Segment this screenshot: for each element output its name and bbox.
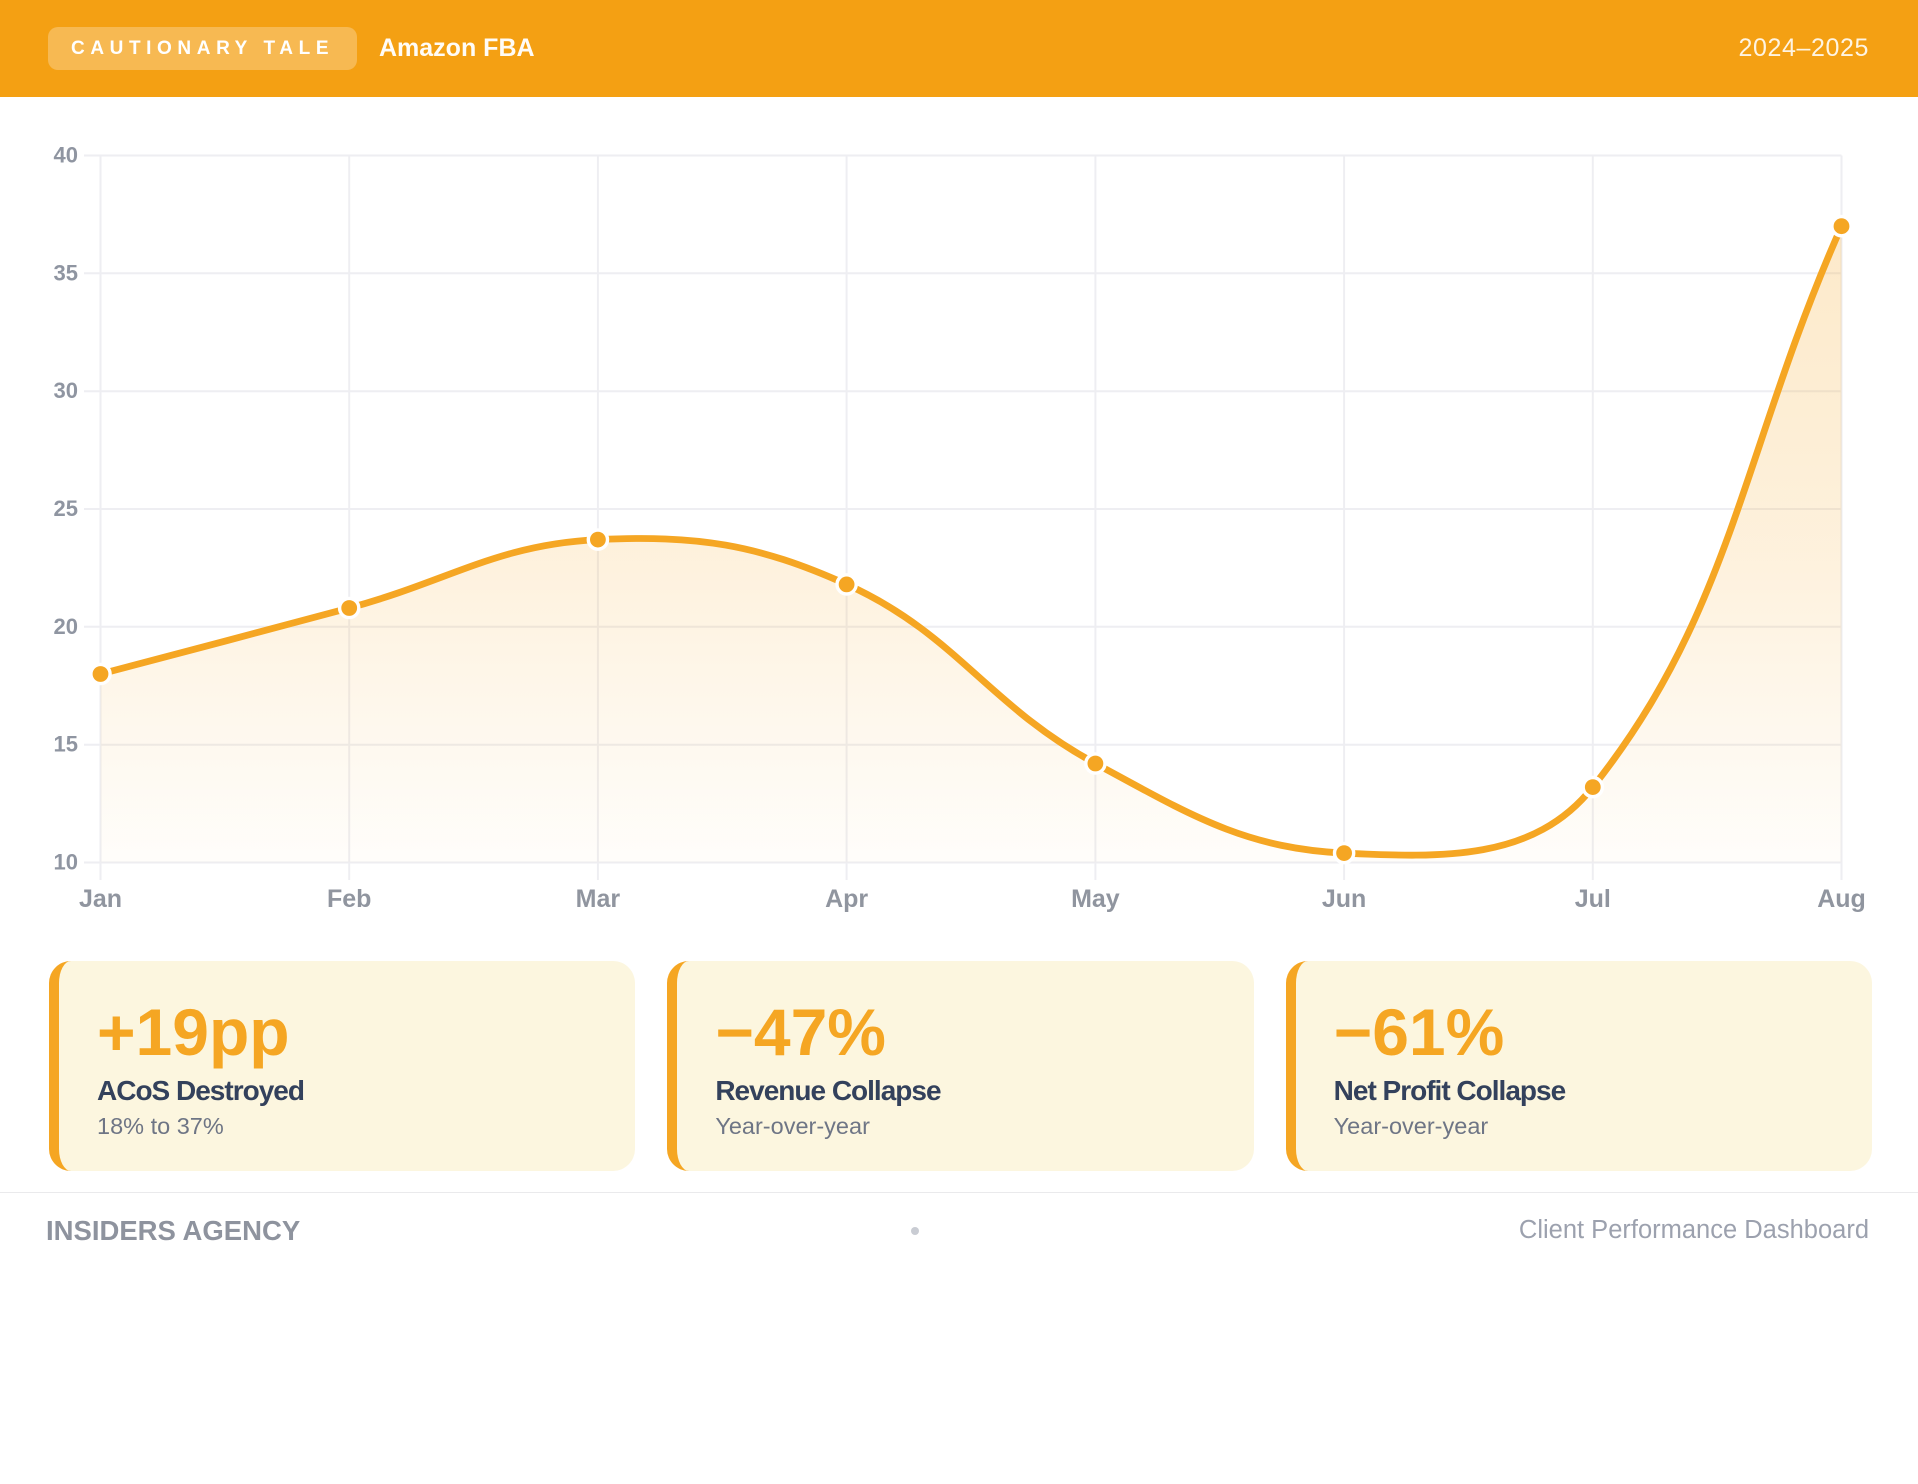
svg-text:15: 15 [54, 732, 78, 757]
svg-text:30: 30 [54, 378, 78, 403]
svg-text:May: May [1071, 885, 1120, 913]
svg-text:20: 20 [54, 614, 78, 639]
svg-text:35: 35 [54, 260, 78, 285]
svg-text:10: 10 [54, 850, 78, 875]
svg-text:25: 25 [54, 496, 78, 521]
svg-text:Jul: Jul [1575, 885, 1611, 913]
svg-text:Jan: Jan [79, 885, 122, 913]
svg-text:Aug: Aug [1817, 885, 1866, 913]
svg-text:Jun: Jun [1322, 885, 1366, 913]
svg-text:40: 40 [54, 143, 78, 168]
svg-text:Feb: Feb [327, 885, 371, 913]
svg-text:Mar: Mar [576, 885, 621, 913]
svg-text:Apr: Apr [825, 885, 868, 913]
